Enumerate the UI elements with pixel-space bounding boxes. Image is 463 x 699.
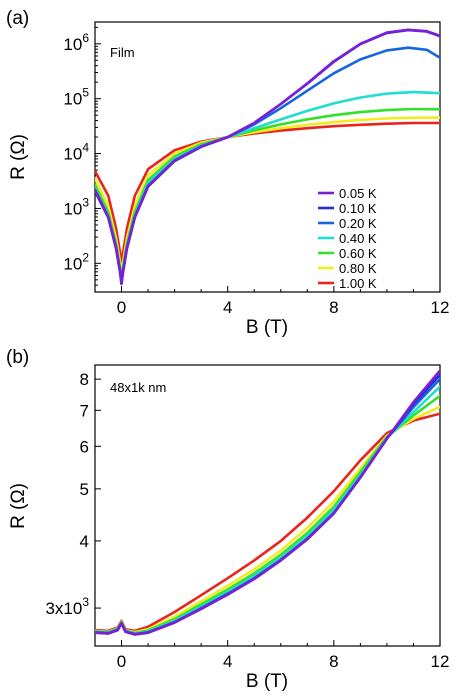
panel-a-frame [94,21,441,293]
x-tick-label: 12 [431,652,450,671]
panel-b: (b) 0 4 8 12 3x103 4 5 6 7 8 48x1k nm B (T) R (Ω) [6,347,449,692]
y-tick-label: 103 [63,195,89,218]
y-tick-label: 106 [63,31,89,54]
panel-b-frame [94,364,441,647]
y-tick-label: 102 [63,250,89,273]
panel-b-series [95,369,440,636]
x-tick-label: 8 [329,298,338,317]
y-tick-label: 6 [80,437,89,456]
y-tick-label: 8 [80,370,89,389]
panel-a-y-axis-title: R (Ω) [8,134,29,180]
x-tick-label: 0 [117,652,126,671]
series-line-0p20-K [95,46,440,286]
x-tick-label: 8 [329,652,338,671]
panel-b-x-axis-title: B (T) [246,671,288,692]
panel-b-plot: 0 4 8 12 3x103 4 5 6 7 8 48x1k nm [45,364,449,671]
y-tick-label: 5 [80,480,89,499]
series-line-0p10-K [95,373,440,636]
legend-label: 0.80 K [339,261,377,276]
y-tick-label: 7 [80,401,89,420]
series-line-0p40-K [95,385,440,635]
series-line-0p80-K [95,116,440,277]
legend-label: 0.10 K [339,201,377,216]
panel-b-label: (b) [6,347,29,368]
legend-label: 0.05 K [339,186,377,201]
series-line-0p80-K [95,405,440,634]
y-tick-label: 4 [80,532,89,551]
panel-b-ticks: 0 4 8 12 3x103 4 5 6 7 8 [45,370,449,671]
series-line-1p00-K [95,412,440,633]
x-tick-label: 4 [223,652,232,671]
panel-a: (a) 0 4 8 12 102 103 104 105 106 Film 0.05 K0.10… [6,8,449,338]
y-tick-label: 105 [63,86,89,109]
series-line-1p00-K [95,121,440,268]
panel-b-annotation: 48x1k nm [110,380,166,395]
panel-a-annotation: Film [110,45,135,60]
legend-label: 1.00 K [339,276,377,291]
panel-b-y-axis-title: R (Ω) [8,483,29,529]
panel-a-x-axis-title: B (T) [246,317,288,338]
series-line-0p20-K [95,377,440,636]
panel-a-legend: 0.05 K0.10 K0.20 K0.40 K0.60 K0.80 K1.00… [318,186,377,291]
panel-a-ticks: 0 4 8 12 102 103 104 105 106 [63,26,450,317]
panel-a-series [95,28,440,286]
y-tick-label: 3x103 [45,595,89,618]
y-tick-label: 104 [63,141,89,164]
x-tick-label: 12 [431,298,450,317]
legend-label: 0.40 K [339,231,377,246]
series-line-0p60-K [95,107,440,282]
series-line-0p05-K [95,369,440,636]
panel-a-label: (a) [6,8,29,29]
legend-label: 0.60 K [339,246,377,261]
series-line-0p05-K [95,28,440,284]
legend-label: 0.20 K [339,216,377,231]
x-tick-label: 4 [223,298,232,317]
x-tick-label: 0 [117,298,126,317]
series-line-0p10-K [95,28,440,285]
